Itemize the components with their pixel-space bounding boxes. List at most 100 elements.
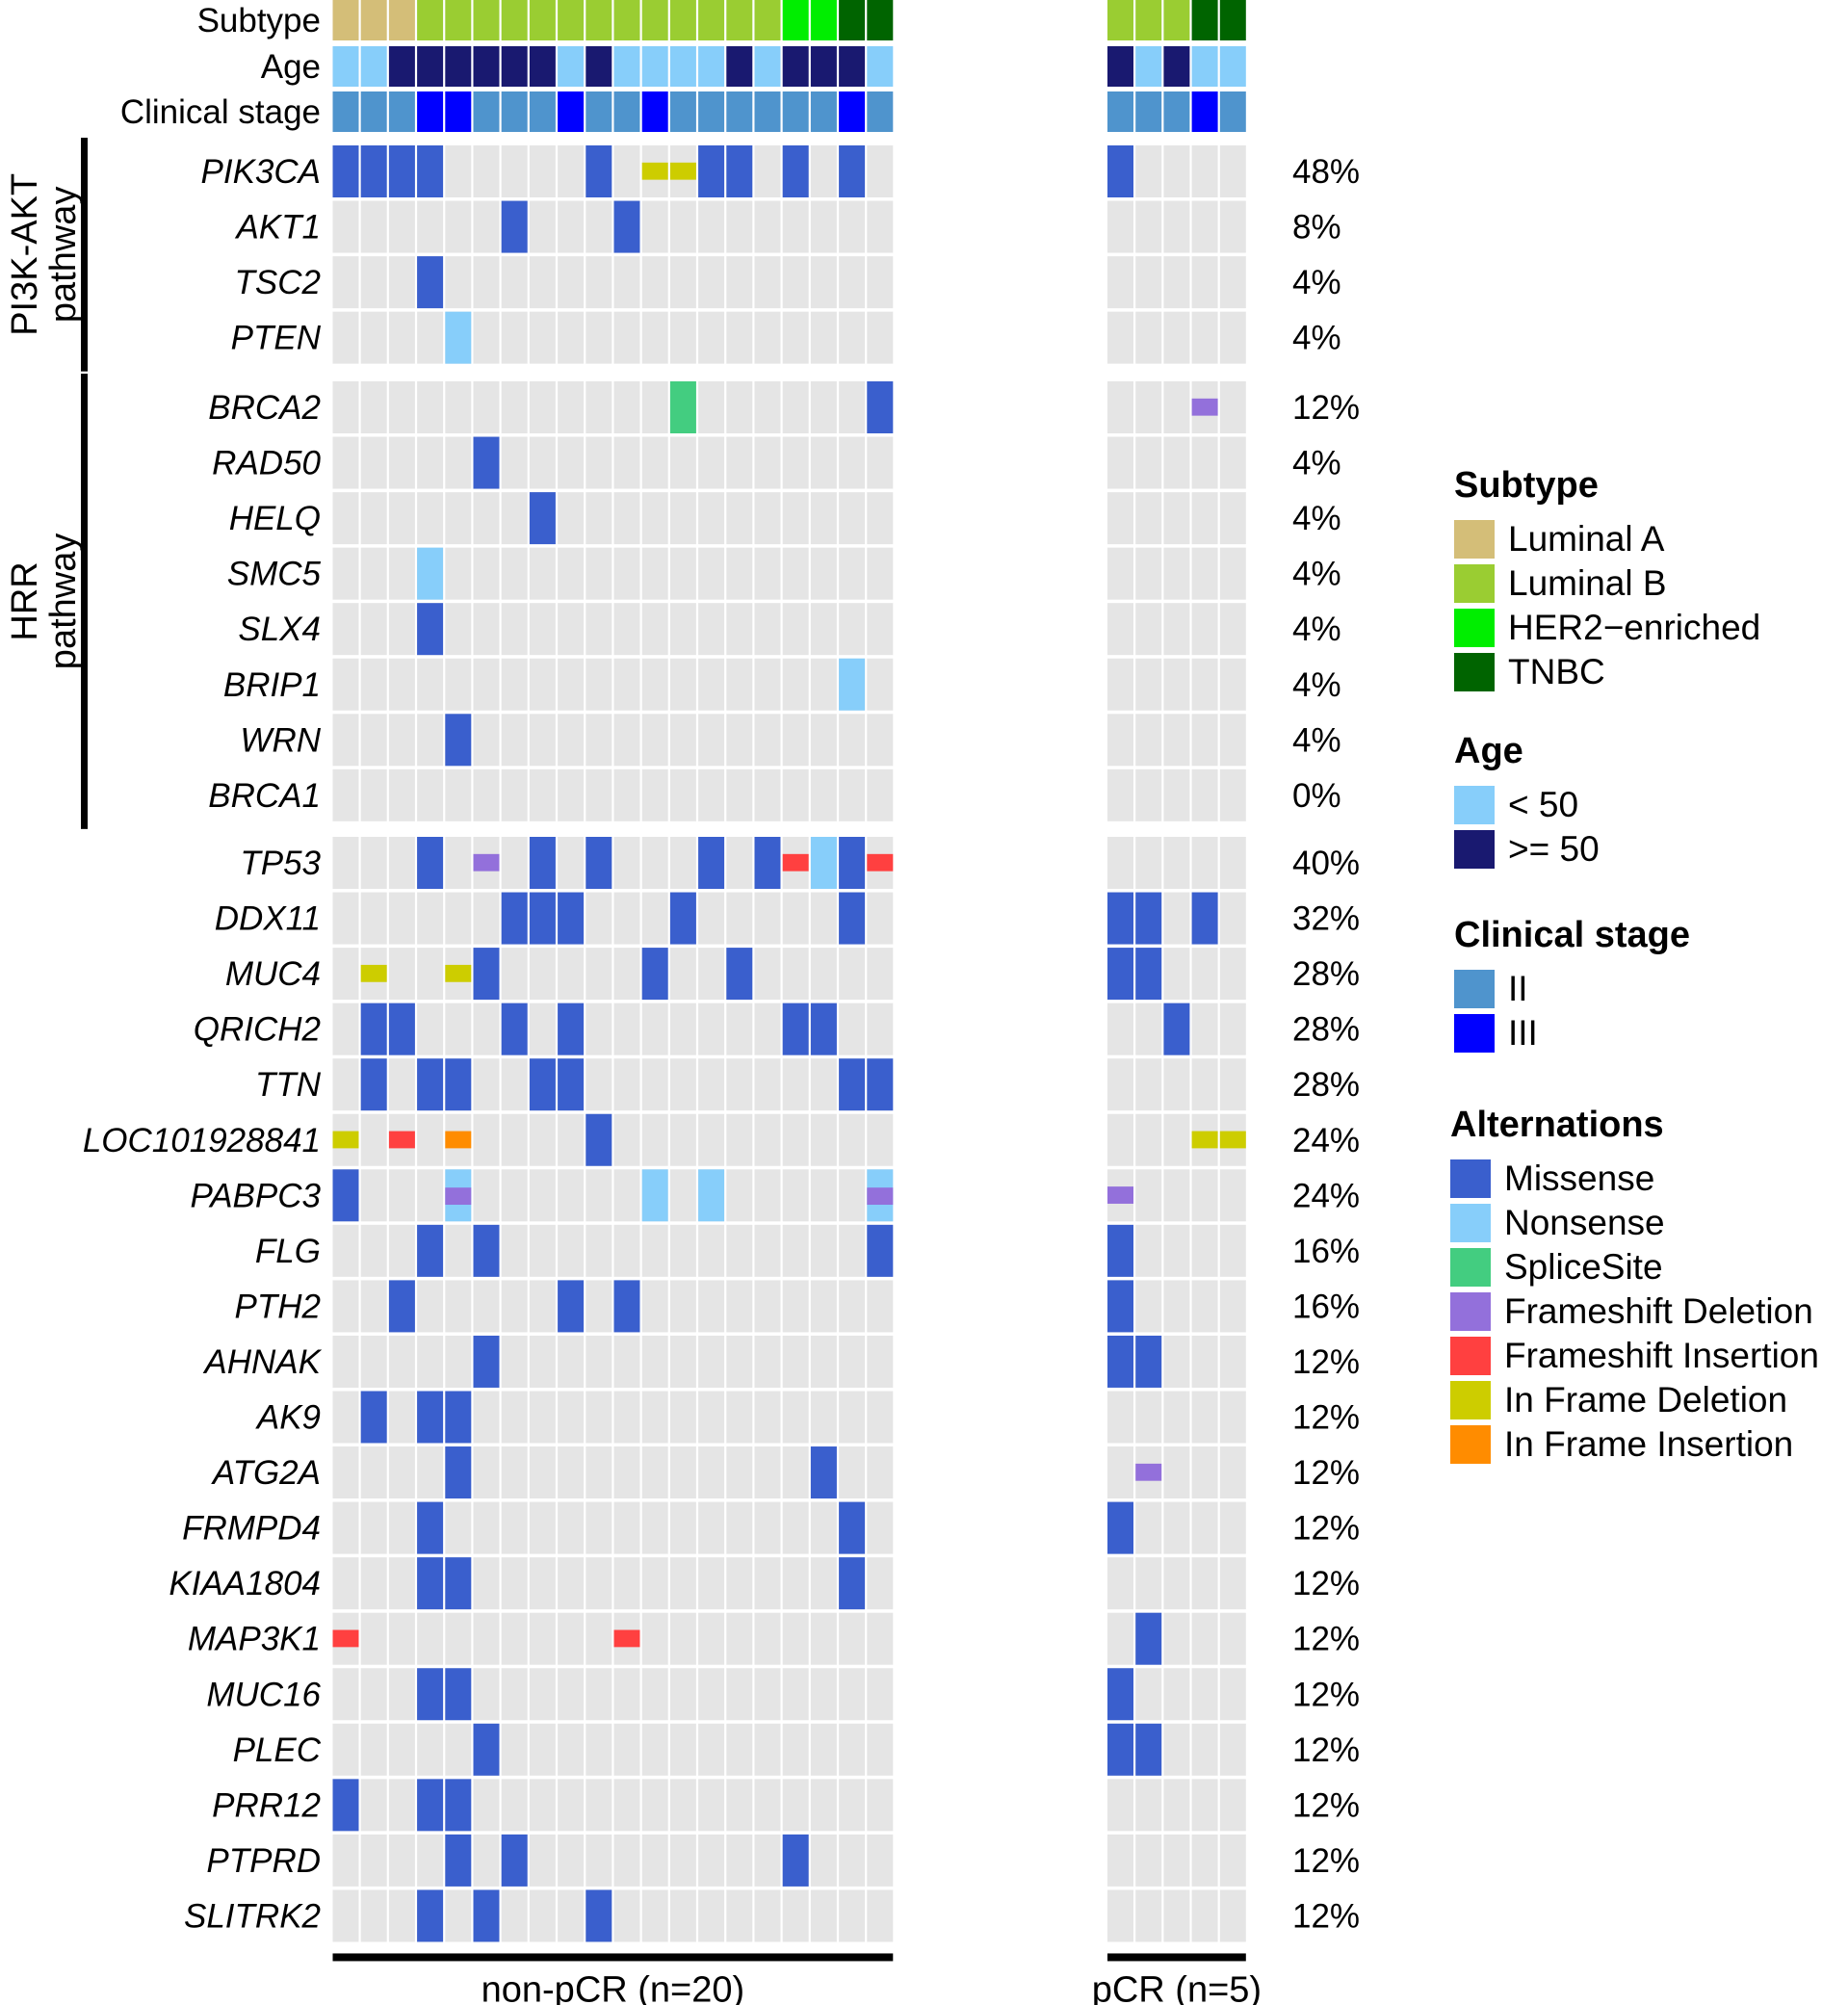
cell-bg-BRCA2-16 xyxy=(782,381,809,433)
legend-swatch-0-1 xyxy=(1454,564,1495,603)
cell-bg-WRN-23 xyxy=(1191,714,1218,767)
cell-bg-HELQ-2 xyxy=(388,492,415,545)
cell-bg-PTPRD-0 xyxy=(332,1834,359,1887)
cell-bg-PTPRD-8 xyxy=(558,1834,585,1887)
cell-bg-PRR12-5 xyxy=(473,1779,500,1832)
cell-bg-PTH2-14 xyxy=(726,1280,753,1333)
alteration-mark-QRICH2-17 xyxy=(810,1002,837,1055)
cell-bg-QRICH2-18 xyxy=(839,1002,866,1055)
cell-bg-TP53-4 xyxy=(445,837,472,889)
alteration-mark-FLG-5 xyxy=(473,1224,500,1277)
cell-bg-MUC4-15 xyxy=(754,948,781,1001)
annotation-cell-subtype-12 xyxy=(669,0,696,40)
cell-bg-ATG2A-16 xyxy=(782,1446,809,1499)
pathway-label-line-1-1: pathway xyxy=(43,534,84,670)
cell-bg-ATG2A-12 xyxy=(669,1446,696,1499)
gene-label-WRN: WRN xyxy=(240,721,321,759)
cell-bg-FLG-10 xyxy=(613,1224,640,1277)
cell-bg-PABPC3-14 xyxy=(726,1169,753,1222)
cell-bg-MAP3K1-18 xyxy=(839,1612,866,1665)
cell-bg-PTPRD-1 xyxy=(360,1834,387,1887)
legend-swatch-1-1 xyxy=(1454,830,1495,869)
cell-bg-KIAA1804-8 xyxy=(558,1557,585,1610)
cell-bg-FLG-4 xyxy=(445,1224,472,1277)
cell-bg-BRCA2-18 xyxy=(839,381,866,433)
annotation-cell-age-16 xyxy=(782,46,809,87)
cell-bg-SMC5-19 xyxy=(867,547,894,600)
cell-bg-AKT1-21 xyxy=(1135,200,1162,253)
cell-bg-BRCA1-5 xyxy=(473,768,500,821)
cell-bg-BRCA1-1 xyxy=(360,768,387,821)
legend-swatch-3-6 xyxy=(1450,1425,1491,1464)
cell-bg-AKT1-15 xyxy=(754,200,781,253)
cell-bg-FLG-13 xyxy=(698,1224,725,1277)
cell-bg-MUC16-13 xyxy=(698,1668,725,1721)
cell-bg-FLG-24 xyxy=(1219,1224,1246,1277)
cell-bg-WRN-6 xyxy=(501,714,528,767)
cell-bg-DDX11-10 xyxy=(613,892,640,945)
cell-bg-TTN-24 xyxy=(1219,1058,1246,1111)
cell-bg-TP53-20 xyxy=(1107,837,1133,889)
cell-bg-DDX11-1 xyxy=(360,892,387,945)
cell-bg-FLG-17 xyxy=(810,1224,837,1277)
alteration-mark-PTH2-10 xyxy=(613,1280,640,1333)
cell-bg-TTN-23 xyxy=(1191,1058,1218,1111)
cell-bg-PTEN-15 xyxy=(754,311,781,364)
cell-bg-FRMPD4-4 xyxy=(445,1501,472,1554)
cell-bg-BRCA1-15 xyxy=(754,768,781,821)
cell-bg-AKT1-13 xyxy=(698,200,725,253)
cell-bg-HELQ-3 xyxy=(417,492,444,545)
cell-bg-ATG2A-18 xyxy=(839,1446,866,1499)
cell-bg-BRIP1-22 xyxy=(1163,658,1190,711)
gene-label-ATG2A: ATG2A xyxy=(211,1454,321,1492)
cell-bg-AK9-8 xyxy=(558,1391,585,1444)
cell-bg-FRMPD4-7 xyxy=(529,1501,556,1554)
alteration-mark-RAD50-5 xyxy=(473,436,500,489)
cell-bg-PRR12-11 xyxy=(641,1779,668,1832)
cell-bg-AKT1-8 xyxy=(558,200,585,253)
cell-bg-MUC4-7 xyxy=(529,948,556,1001)
cell-bg-MAP3K1-2 xyxy=(388,1612,415,1665)
gene-pct-WRN: 4% xyxy=(1292,721,1341,759)
cell-bg-TSC2-17 xyxy=(810,256,837,309)
alteration-mark-MUC16-3 xyxy=(417,1668,444,1721)
cell-bg-KIAA1804-1 xyxy=(360,1557,387,1610)
alteration-mark-PABPC3-11 xyxy=(641,1169,668,1222)
cell-bg-LOC101928841-19 xyxy=(867,1113,894,1166)
cell-bg-MUC4-9 xyxy=(586,948,612,1001)
cell-bg-AKT1-7 xyxy=(529,200,556,253)
cell-bg-PIK3CA-24 xyxy=(1219,145,1246,197)
cell-bg-BRIP1-17 xyxy=(810,658,837,711)
cell-bg-PABPC3-23 xyxy=(1191,1169,1218,1222)
cell-bg-FRMPD4-12 xyxy=(669,1501,696,1554)
gene-label-BRCA2: BRCA2 xyxy=(208,389,321,427)
gene-label-PIK3CA: PIK3CA xyxy=(201,153,322,191)
cell-bg-SLX4-8 xyxy=(558,603,585,656)
cell-bg-RAD50-17 xyxy=(810,436,837,489)
cell-bg-WRN-10 xyxy=(613,714,640,767)
alteration-mark-PTH2-2 xyxy=(388,1280,415,1333)
alteration-mark-AHNAK-20 xyxy=(1107,1335,1133,1388)
cell-bg-SLITRK2-19 xyxy=(867,1889,894,1942)
annotation-cell-age-2 xyxy=(388,46,415,87)
cell-bg-MUC16-9 xyxy=(586,1668,612,1721)
gene-pct-QRICH2: 28% xyxy=(1292,1011,1360,1049)
cell-bg-PTPRD-12 xyxy=(669,1834,696,1887)
cell-bg-PABPC3-24 xyxy=(1219,1169,1246,1222)
alteration-mark-MUC4-1 xyxy=(360,964,387,982)
cell-bg-AHNAK-0 xyxy=(332,1335,359,1388)
cell-bg-WRN-18 xyxy=(839,714,866,767)
cell-bg-PABPC3-7 xyxy=(529,1169,556,1222)
gene-pct-PRR12: 12% xyxy=(1292,1786,1360,1824)
annotation-label-age: Age xyxy=(261,48,321,86)
cell-bg-KIAA1804-20 xyxy=(1107,1557,1133,1610)
alteration-mark-MAP3K1-0 xyxy=(332,1629,359,1648)
cell-bg-QRICH2-7 xyxy=(529,1002,556,1055)
cell-bg-FRMPD4-0 xyxy=(332,1501,359,1554)
gene-pct-ATG2A: 12% xyxy=(1292,1454,1360,1492)
legend-title-2: Clinical stage xyxy=(1454,915,1690,955)
cell-bg-PABPC3-9 xyxy=(586,1169,612,1222)
cell-bg-FLG-0 xyxy=(332,1224,359,1277)
cell-bg-PLEC-9 xyxy=(586,1723,612,1776)
cell-bg-PTPRD-13 xyxy=(698,1834,725,1887)
